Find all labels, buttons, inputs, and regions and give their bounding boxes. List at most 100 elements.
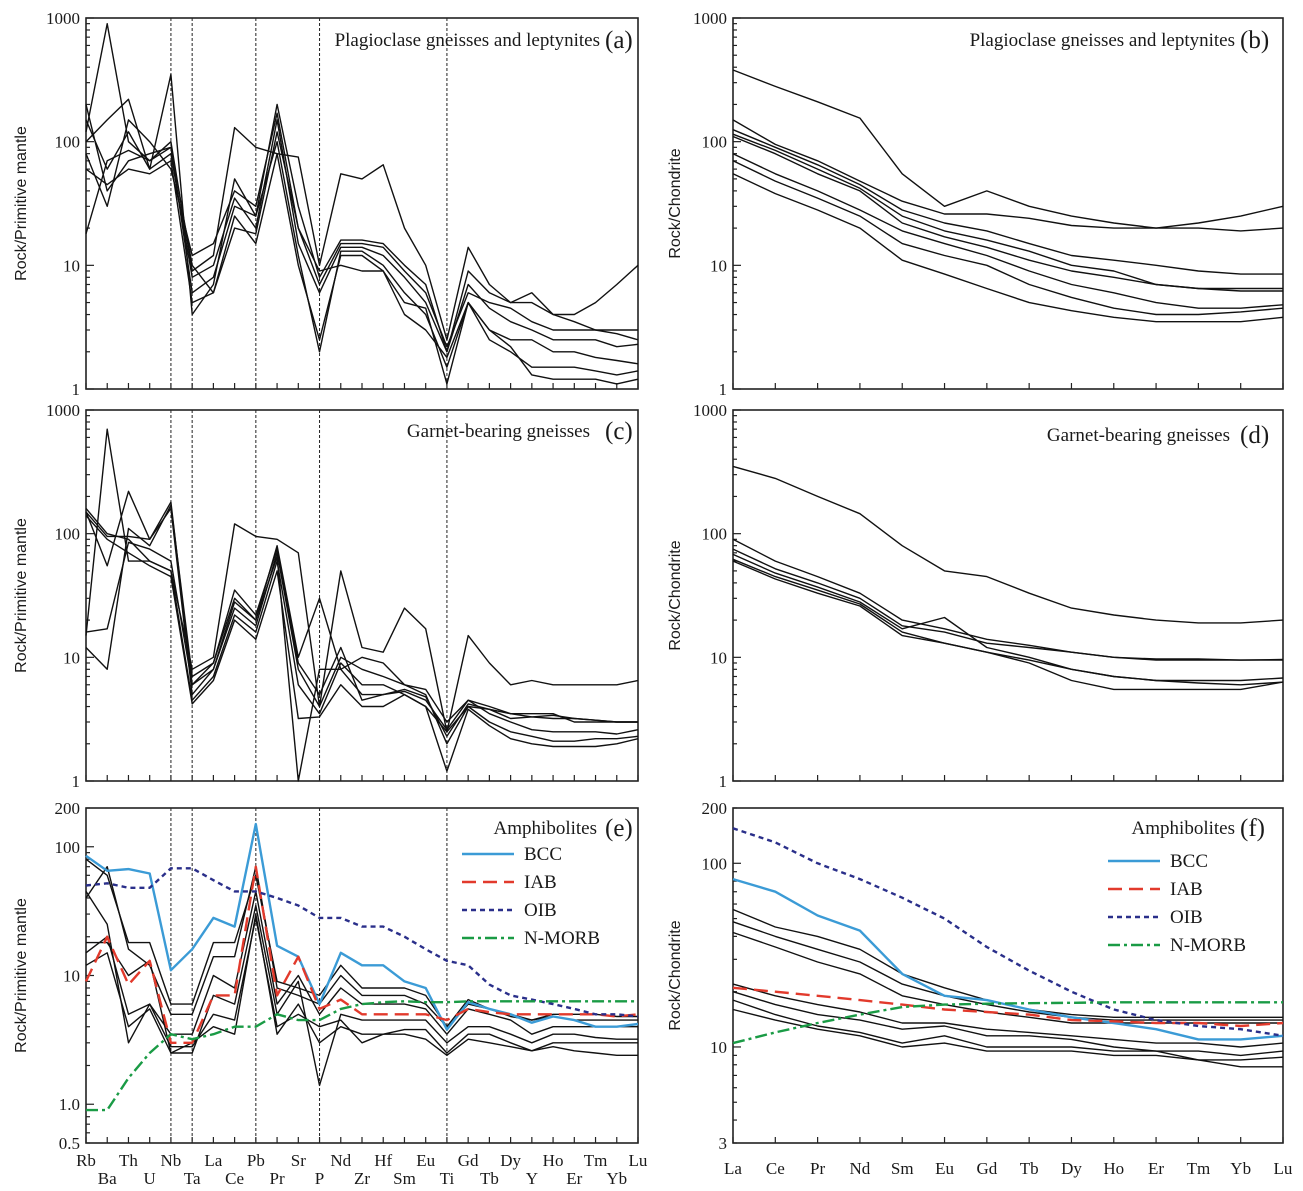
panel-title: Plagioclase gneisses and leptynites [970, 30, 1235, 51]
x-tick-label: Tb [480, 1169, 499, 1188]
x-tick-label: Yb [1230, 1159, 1251, 1178]
legend: BCC IAB OIB N-MORB [462, 844, 600, 949]
y-tick-label: 200 [702, 799, 728, 818]
y-tick-label: 1 [719, 380, 728, 399]
series-oib [732, 827, 1284, 1037]
x-tick-label: Nb [161, 1151, 182, 1170]
legend-label-bcc: BCC [524, 844, 562, 865]
x-tick-label: Er [1148, 1159, 1164, 1178]
sample-line-5 [732, 135, 1283, 292]
sample-line-4 [85, 119, 639, 353]
sample-line-1 [732, 465, 1284, 624]
y-tick-label: 10 [63, 648, 80, 667]
sample-line-7 [85, 890, 638, 1035]
sample-line-7 [85, 541, 639, 782]
panel-d: 1 10 100 1000 Garnet-bearing gneisses (d) Rock… [667, 401, 1284, 791]
panel-letter: (b) [1240, 27, 1269, 54]
sample-line-4 [85, 507, 639, 742]
legend-label-oib: OIB [1170, 907, 1203, 928]
y-axis-label: Rock/Primitive mantle [13, 126, 30, 281]
y-tick-label: 3 [719, 1134, 728, 1153]
x-tick-label: Dy [500, 1151, 521, 1170]
x-tick-label: Eu [935, 1159, 954, 1178]
x-tick-label: P [315, 1169, 324, 1188]
x-tick-label: Gd [458, 1151, 479, 1170]
sample-line-8 [85, 904, 638, 1087]
y-tick-label: 10 [710, 648, 727, 667]
x-tick-label: La [204, 1151, 222, 1170]
x-tick-label: Lu [1274, 1159, 1293, 1178]
x-tick-label: Pr [810, 1159, 825, 1178]
panel-letter: (e) [605, 815, 633, 842]
legend-label-oib: OIB [524, 900, 557, 921]
plot-frame [85, 409, 639, 782]
x-tick-label: Yb [606, 1169, 627, 1188]
y-tick-label: 0.5 [59, 1134, 80, 1153]
sample-line-3 [732, 129, 1283, 275]
series-bcc [732, 877, 1284, 1041]
x-tick-label: Tb [1020, 1159, 1039, 1178]
sample-line-7 [732, 160, 1284, 316]
plot-frame [732, 409, 1284, 782]
y-tick-label: 10 [710, 1038, 727, 1057]
sample-line-1 [732, 69, 1284, 229]
legend-label-iab: IAB [1170, 879, 1203, 900]
sample-line-10 [86, 913, 638, 1057]
x-tick-label: La [724, 1159, 742, 1178]
y-tick-label: 200 [55, 799, 81, 818]
plot-frame [732, 807, 1284, 1144]
sample-line-3 [732, 548, 1284, 661]
x-tick-label: Pr [270, 1169, 285, 1188]
x-tick-label: Ho [1103, 1159, 1124, 1178]
x-tick-label: Eu [416, 1151, 435, 1170]
legend-label-n-morb: N-MORB [1170, 935, 1246, 956]
sample-line-6 [85, 504, 638, 737]
sample-line-8 [732, 173, 1284, 323]
sample-line-10 [732, 999, 1284, 1057]
y-axis-label: Rock/Primitive mantle [13, 898, 30, 1053]
sample-line-7 [732, 931, 1283, 1024]
y-tick-label: 1000 [693, 9, 727, 28]
sample-line-5 [85, 104, 639, 368]
y-tick-label: 1.0 [59, 1095, 80, 1114]
sample-line-9 [732, 991, 1283, 1068]
x-tick-label: Tm [584, 1151, 608, 1170]
y-tick-label: 1000 [46, 401, 80, 420]
sample-line-2 [732, 538, 1283, 661]
sample-line-6 [732, 921, 1283, 1021]
x-tick-label: Ba [98, 1169, 117, 1188]
x-tick-label: Sm [891, 1159, 914, 1178]
sample-line-6 [732, 560, 1284, 691]
panel-c: 1 10 100 1000 Garnet-bearing gneisses (c) Rock… [13, 401, 639, 791]
sample-line-4 [732, 133, 1283, 290]
sample-line-2 [85, 73, 638, 353]
plot-frame [85, 17, 639, 390]
x-tick-label: Nd [850, 1159, 871, 1178]
y-tick-label: 100 [55, 133, 81, 152]
x-tick-label: Rb [76, 1151, 96, 1170]
panel-title: Amphibolites [494, 818, 597, 839]
x-tick-label: Y [526, 1169, 538, 1188]
panel-title: Garnet-bearing gneisses [1047, 425, 1230, 446]
y-tick-label: 1 [72, 380, 81, 399]
series-bcc [85, 822, 639, 1031]
panel-letter: (d) [1240, 422, 1269, 449]
sample-line-6 [85, 152, 639, 376]
sample-line-1 [85, 428, 639, 733]
y-tick-label: 1 [72, 772, 81, 791]
x-tick-label: Ce [766, 1159, 785, 1178]
sample-line-6 [732, 153, 1284, 309]
y-tick-label: 100 [55, 838, 81, 857]
x-tick-label: Lu [629, 1151, 648, 1170]
x-tick-label: Hf [374, 1151, 392, 1170]
x-tick-label: Dy [1061, 1159, 1082, 1178]
sample-line-2 [732, 119, 1284, 232]
series-oib [85, 867, 639, 1018]
panel-letter: (f) [1240, 815, 1265, 842]
panel-letter: (c) [605, 418, 633, 445]
sample-line-2 [85, 501, 638, 723]
y-tick-label: 100 [702, 854, 728, 873]
panel-title: Amphibolites [1132, 818, 1235, 839]
